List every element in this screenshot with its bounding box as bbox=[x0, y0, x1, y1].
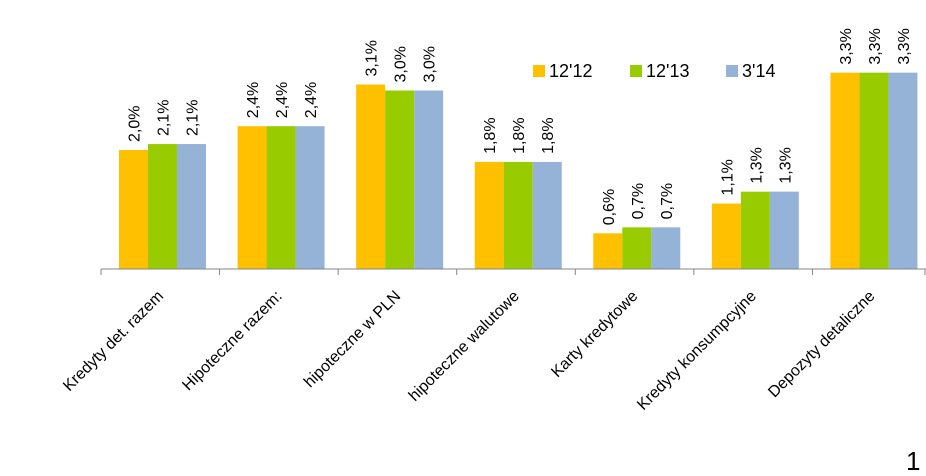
bar-1-series-2 bbox=[148, 144, 177, 269]
bar-1-series-3 bbox=[177, 144, 206, 269]
data-label-7-series-2: 3,3% bbox=[867, 28, 884, 64]
bar-5-series-1 bbox=[593, 233, 623, 269]
data-label-3-series-2: 3,0% bbox=[393, 46, 410, 82]
bar-7-series-3 bbox=[888, 72, 918, 270]
data-label-4-series-2: 1,8% bbox=[511, 117, 528, 153]
legend-swatch-1 bbox=[533, 65, 545, 77]
data-label-1-series-1: 2,0% bbox=[127, 106, 144, 142]
bar-4-series-3 bbox=[532, 161, 562, 269]
category-label-4: hipoteczne walutowe bbox=[406, 288, 523, 405]
data-label-5-series-2: 0,7% bbox=[630, 183, 647, 219]
legend-label-3: 3'14 bbox=[742, 61, 775, 81]
page-number: 1 bbox=[906, 446, 920, 476]
data-label-2-series-2: 2,4% bbox=[274, 82, 291, 118]
data-label-2-series-1: 2,4% bbox=[245, 82, 262, 118]
legend-swatch-3 bbox=[726, 65, 738, 77]
category-label-6: Kredyty konsumpcyjne bbox=[634, 288, 760, 414]
bar-3-series-3 bbox=[414, 90, 444, 269]
data-label-6-series-3: 1,3% bbox=[777, 147, 794, 183]
category-label-3: hipoteczne w PLN bbox=[301, 288, 404, 391]
data-label-3-series-1: 3,1% bbox=[364, 40, 381, 76]
bar-2-series-1 bbox=[237, 126, 267, 269]
data-label-1-series-2: 2,1% bbox=[156, 100, 173, 136]
bar-7-series-2 bbox=[859, 72, 889, 270]
data-label-1-series-3: 2,1% bbox=[185, 100, 202, 136]
bar-2-series-3 bbox=[295, 126, 325, 269]
data-label-3-series-3: 3,0% bbox=[422, 46, 439, 82]
legend: 12'12 12'13 3'14 bbox=[533, 61, 775, 81]
bar-6-series-2 bbox=[740, 191, 770, 269]
bar-6-series-3 bbox=[769, 191, 799, 269]
x-axis bbox=[100, 268, 926, 275]
value-labels-group: 2,0% 2,4% 3,1% 1,8% 0,6% 1,1% 3,3% 2,1% 2,4% 3,0%… bbox=[127, 28, 913, 225]
category-label-7: Depozyty detaliczne bbox=[765, 288, 878, 401]
data-label-6-series-1: 1,1% bbox=[719, 159, 736, 195]
legend-swatch-2 bbox=[630, 65, 642, 77]
bar-6-series-1 bbox=[711, 203, 741, 269]
bar-3-series-1 bbox=[356, 84, 386, 269]
bars-group bbox=[119, 72, 918, 270]
data-label-5-series-3: 0,7% bbox=[659, 183, 676, 219]
legend-label-2: 12'13 bbox=[646, 61, 689, 81]
category-label-1: Kredyty det. razem bbox=[60, 288, 167, 395]
bar-4-series-2 bbox=[503, 161, 533, 269]
category-labels-group: Kredyty det. razem Hipoteczne razem: hipot… bbox=[60, 288, 878, 414]
category-label-2: Hipoteczne razem: bbox=[179, 288, 285, 394]
bar-7-series-1 bbox=[830, 72, 860, 270]
bar-5-series-3 bbox=[651, 227, 681, 269]
bar-3-series-2 bbox=[385, 90, 415, 269]
data-label-5-series-1: 0,6% bbox=[601, 189, 618, 225]
bar-2-series-2 bbox=[266, 126, 296, 269]
category-label-5: Karty kredytowe bbox=[548, 288, 641, 381]
data-label-4-series-3: 1,8% bbox=[540, 117, 557, 153]
data-label-7-series-3: 3,3% bbox=[896, 28, 913, 64]
bar-4-series-1 bbox=[474, 161, 504, 269]
bar-5-series-2 bbox=[622, 227, 652, 269]
data-label-2-series-3: 2,4% bbox=[303, 82, 320, 118]
bar-1-series-1 bbox=[119, 150, 148, 269]
data-label-6-series-2: 1,3% bbox=[748, 147, 765, 183]
data-label-4-series-1: 1,8% bbox=[482, 117, 499, 153]
data-label-7-series-1: 3,3% bbox=[838, 28, 855, 64]
legend-label-1: 12'12 bbox=[549, 61, 592, 81]
